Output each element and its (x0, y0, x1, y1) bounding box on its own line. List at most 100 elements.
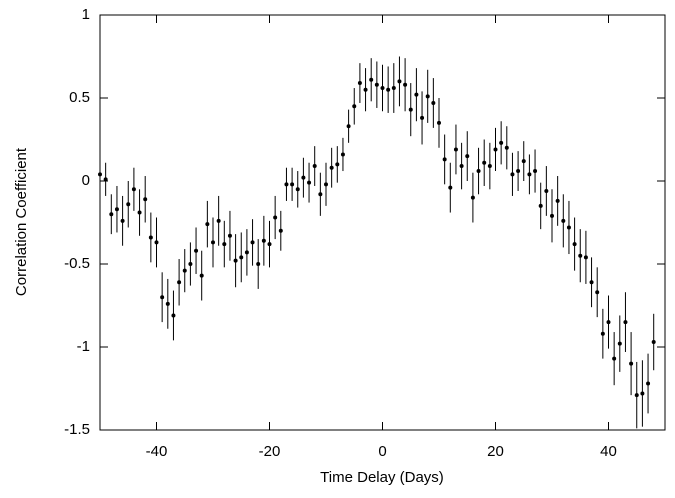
data-point (222, 242, 227, 247)
data-point (583, 255, 588, 260)
y-tick-label: -1.5 (64, 421, 90, 438)
data-point (437, 120, 441, 125)
data-point (177, 280, 182, 285)
data-point (623, 320, 628, 325)
data-point (470, 195, 475, 200)
data-point (188, 262, 193, 266)
data-point (233, 258, 238, 263)
data-point (284, 182, 289, 187)
data-point (165, 301, 170, 306)
y-axis-label: Correlation Coefficient (13, 147, 30, 296)
data-point (363, 87, 368, 92)
data-point (273, 215, 278, 220)
data-point (572, 242, 577, 247)
data-point (538, 203, 543, 208)
data-point (182, 268, 187, 273)
data-point (521, 159, 526, 164)
data-point (307, 180, 312, 185)
data-point (267, 242, 272, 247)
data-point (386, 87, 391, 92)
data-point (493, 147, 498, 152)
y-tick-label: 1 (82, 6, 90, 23)
data-point (612, 356, 617, 361)
data-point (476, 169, 481, 174)
data-point (448, 185, 453, 190)
data-point (369, 77, 374, 82)
data-point (397, 79, 402, 84)
data-point (374, 82, 379, 87)
y-tick-label: 0 (82, 172, 90, 189)
data-point (595, 290, 600, 295)
x-axis-label: Time Delay (Days) (320, 469, 444, 486)
data-point (120, 218, 125, 223)
data-point (391, 86, 396, 91)
x-tick-label: 40 (600, 443, 617, 460)
data-point (629, 361, 634, 366)
data-point (335, 162, 340, 167)
data-point (527, 172, 532, 177)
data-point (205, 222, 210, 227)
data-point (324, 182, 328, 187)
data-point (148, 235, 153, 240)
data-point (109, 212, 114, 217)
data-point (239, 255, 244, 260)
data-point (465, 154, 470, 159)
data-point (510, 172, 515, 177)
data-point (103, 177, 108, 182)
data-point (651, 340, 656, 345)
data-point (278, 228, 283, 233)
data-point (199, 273, 204, 278)
data-point (544, 188, 549, 193)
data-point (290, 182, 295, 187)
y-tick-label: -1 (77, 338, 90, 355)
data-point (578, 253, 583, 258)
data-point (114, 207, 119, 212)
data-point (244, 250, 249, 255)
data-point (482, 160, 487, 165)
x-tick-label: 20 (487, 443, 504, 460)
data-point (131, 187, 136, 192)
data-point (646, 381, 651, 386)
data-point (566, 225, 571, 230)
data-point (295, 187, 300, 192)
data-point (250, 240, 255, 245)
data-point (499, 140, 504, 145)
data-point (357, 81, 362, 86)
data-point (216, 218, 221, 223)
y-tick-label: 0.5 (69, 89, 90, 106)
y-tick-label: -0.5 (64, 255, 90, 272)
data-point (561, 218, 566, 223)
data-point (126, 202, 131, 207)
data-point (600, 331, 605, 336)
data-point (420, 115, 425, 120)
data-point (589, 280, 594, 285)
data-point (431, 100, 436, 105)
data-point (414, 92, 419, 97)
data-point (453, 147, 458, 152)
data-point (211, 240, 215, 245)
x-tick-label: -20 (259, 443, 281, 460)
data-point (227, 233, 232, 238)
data-point (640, 391, 645, 396)
data-point (442, 157, 447, 162)
data-point (143, 197, 148, 202)
data-point (606, 320, 611, 325)
data-point (516, 169, 521, 174)
data-point (408, 107, 413, 112)
x-tick-label: -40 (146, 443, 168, 460)
data-point (550, 213, 554, 218)
data-point (261, 238, 266, 243)
data-point (487, 164, 492, 169)
data-point (312, 164, 317, 169)
data-point (340, 152, 345, 157)
data-point (380, 86, 385, 91)
data-point (318, 192, 323, 197)
data-point (504, 145, 509, 150)
data-point (98, 172, 102, 177)
data-point (352, 104, 357, 109)
data-point (555, 198, 560, 203)
data-point (403, 82, 408, 87)
data-point (160, 295, 165, 300)
data-point (617, 341, 622, 346)
